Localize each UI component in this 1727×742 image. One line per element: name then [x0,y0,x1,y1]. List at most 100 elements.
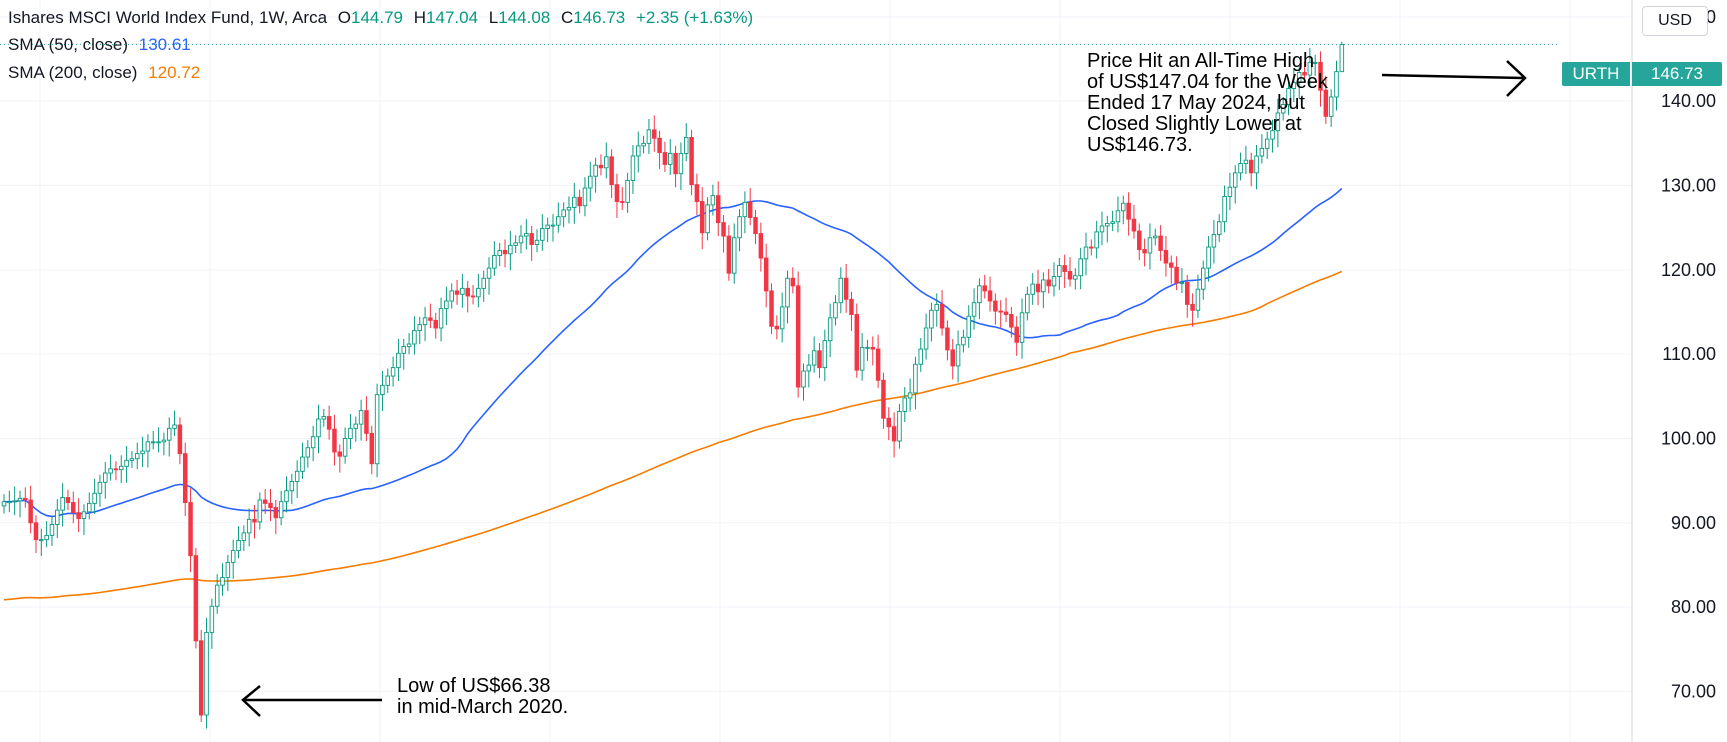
symbol-legend[interactable]: Ishares MSCI World Index Fund, 1W, Arca … [8,8,753,28]
high-value: 147.04 [426,8,479,27]
candle [582,177,588,217]
candle [673,145,678,188]
candle [65,489,71,511]
candle [689,129,694,196]
candle [774,315,780,340]
candle [7,490,12,513]
candle [1147,223,1153,270]
open-label: O [337,8,352,27]
candle [630,145,636,194]
candle [193,548,199,649]
candle [891,412,897,458]
candle [358,399,364,441]
candle [572,182,577,224]
candle [971,288,977,330]
candle [284,476,289,513]
candle [113,461,119,481]
candle [566,196,572,224]
candle [134,442,140,470]
candles [1,41,1345,729]
sma-50-value: 130.61 [138,35,191,54]
candle [92,478,97,514]
candle [1216,214,1222,242]
candle [337,444,343,473]
candle [731,223,737,284]
low-arrow [241,685,382,717]
candle [747,188,753,226]
candle [524,219,529,250]
candle [870,336,876,366]
candle [849,291,854,331]
candle [907,378,913,412]
candle [1025,286,1030,321]
candle [614,173,620,218]
march-2020-low-annotation: Low of US$66.38 in mid-March 2020. [397,675,569,718]
candle [140,436,145,468]
candle [177,417,183,465]
candle [1206,236,1211,282]
candle [486,257,492,295]
candle [827,303,833,358]
currency-selector[interactable]: USD [1642,6,1708,36]
candle [33,515,39,554]
candle [833,295,838,326]
candle [278,490,284,526]
candle [305,440,311,468]
price-tick-label: 130.00 [1661,176,1716,196]
candle [262,489,268,514]
candle [342,427,348,464]
candle [508,231,513,271]
candle [1296,64,1302,100]
candle [1211,220,1217,264]
candle [657,130,662,170]
price-scale[interactable]: 70.00 80.00 90.00 100.00 110.00 120.00 130.00 1… [1661,7,1716,702]
candle [257,492,263,530]
candle [1035,269,1041,306]
candle [332,414,337,466]
candle [646,118,652,154]
candle [1126,192,1131,236]
candle [380,371,385,412]
candle [742,191,748,234]
candle [806,354,812,388]
candle [737,209,742,252]
candle [1190,293,1195,327]
candle [577,189,582,214]
candle [556,202,561,233]
price-tick-label: 100.00 [1661,428,1716,448]
candle [550,214,556,242]
candle [779,292,785,343]
candle [652,115,657,152]
candle [417,317,422,345]
candle [326,405,332,440]
candle [1083,232,1089,276]
candle [492,241,497,276]
candle [60,483,65,527]
candle [1169,255,1174,284]
candle [1078,247,1083,290]
candle [156,427,161,453]
candle [1179,268,1185,294]
close-value: 146.73 [573,8,626,27]
candle [182,442,188,517]
candle [374,383,380,478]
candle [1195,274,1201,318]
candle [444,286,449,326]
sma-50-legend[interactable]: SMA (50, close) 130.61 [8,35,191,55]
candle [811,336,817,373]
candle [1286,77,1291,116]
candle [481,270,486,302]
candle [1099,211,1105,246]
sma-200-legend[interactable]: SMA (200, close) 120.72 [8,63,200,83]
chart-grid [0,0,1632,742]
candle [1105,215,1110,243]
candle [966,305,971,348]
candle [502,239,508,268]
candle [993,293,998,325]
candle [145,434,151,468]
candle [668,139,673,175]
candle [220,563,225,596]
candle [636,131,641,173]
candle [316,404,321,454]
